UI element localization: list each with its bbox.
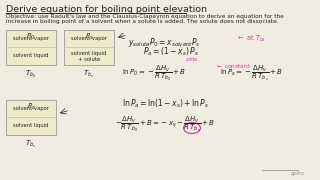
Text: $P_a = (1 - x_s)\,P_s$: $P_a = (1 - x_s)\,P_s$ [143, 46, 199, 58]
Text: solvent liquid: solvent liquid [13, 123, 49, 128]
Text: $\leftarrow$ at $T_{bs}$: $\leftarrow$ at $T_{bs}$ [236, 34, 266, 44]
Text: $\ln P_a = \ln(1-x_s) + \ln P_s$: $\ln P_a = \ln(1-x_s) + \ln P_s$ [122, 97, 209, 109]
Text: $-\dfrac{\Delta H_v}{R\,T_{b_0}} + B = -x_s - \dfrac{\Delta H_v}{R\,T_{b_s}} + B: $-\dfrac{\Delta H_v}{R\,T_{b_0}} + B = -… [115, 115, 215, 134]
Text: increase in boiling point of a solvent when a solute is added. The solute does n: increase in boiling point of a solvent w… [6, 19, 279, 24]
Text: $P_s$: $P_s$ [85, 32, 93, 42]
Text: Derive equation for boiling point elevation: Derive equation for boiling point elevat… [6, 5, 207, 14]
FancyBboxPatch shape [6, 100, 56, 135]
Text: $\leftarrow$ constant: $\leftarrow$ constant [215, 62, 252, 70]
Text: $T_{b_s}$: $T_{b_s}$ [26, 138, 36, 150]
Text: $T_{b_0}$: $T_{b_0}$ [25, 69, 37, 80]
FancyBboxPatch shape [6, 30, 56, 65]
Text: solvent vapor: solvent vapor [13, 36, 49, 41]
Text: $y_{solute}P_0 = x_{solvent}P_s$: $y_{solute}P_0 = x_{solvent}P_s$ [128, 36, 200, 49]
Text: solvent vapor: solvent vapor [13, 106, 49, 111]
Text: solvent liquid: solvent liquid [71, 51, 107, 56]
Text: $\ln P_s = -\dfrac{\Delta H_v}{R\,T_{b_s}} + B$: $\ln P_s = -\dfrac{\Delta H_v}{R\,T_{b_s… [220, 64, 283, 83]
Text: solvent vapor: solvent vapor [71, 36, 107, 41]
Text: $P_0$: $P_0$ [27, 32, 36, 42]
Text: adde: adde [186, 57, 198, 62]
Text: + solute: + solute [78, 57, 100, 62]
Text: $\ln P_0 = -\dfrac{\Delta H_v}{R\,T_{b_0}} + B$: $\ln P_0 = -\dfrac{\Delta H_v}{R\,T_{b_0… [122, 64, 186, 83]
Text: Objective: use Raoult's law and the Clausius-Clapeyron equation to derive an equ: Objective: use Raoult's law and the Clau… [6, 14, 284, 19]
FancyBboxPatch shape [64, 30, 114, 65]
Text: solvent liquid: solvent liquid [13, 53, 49, 58]
Text: $T_{b_s}$: $T_{b_s}$ [84, 69, 94, 80]
Text: $P_s$: $P_s$ [27, 102, 35, 112]
Text: apilro: apilro [291, 171, 305, 176]
